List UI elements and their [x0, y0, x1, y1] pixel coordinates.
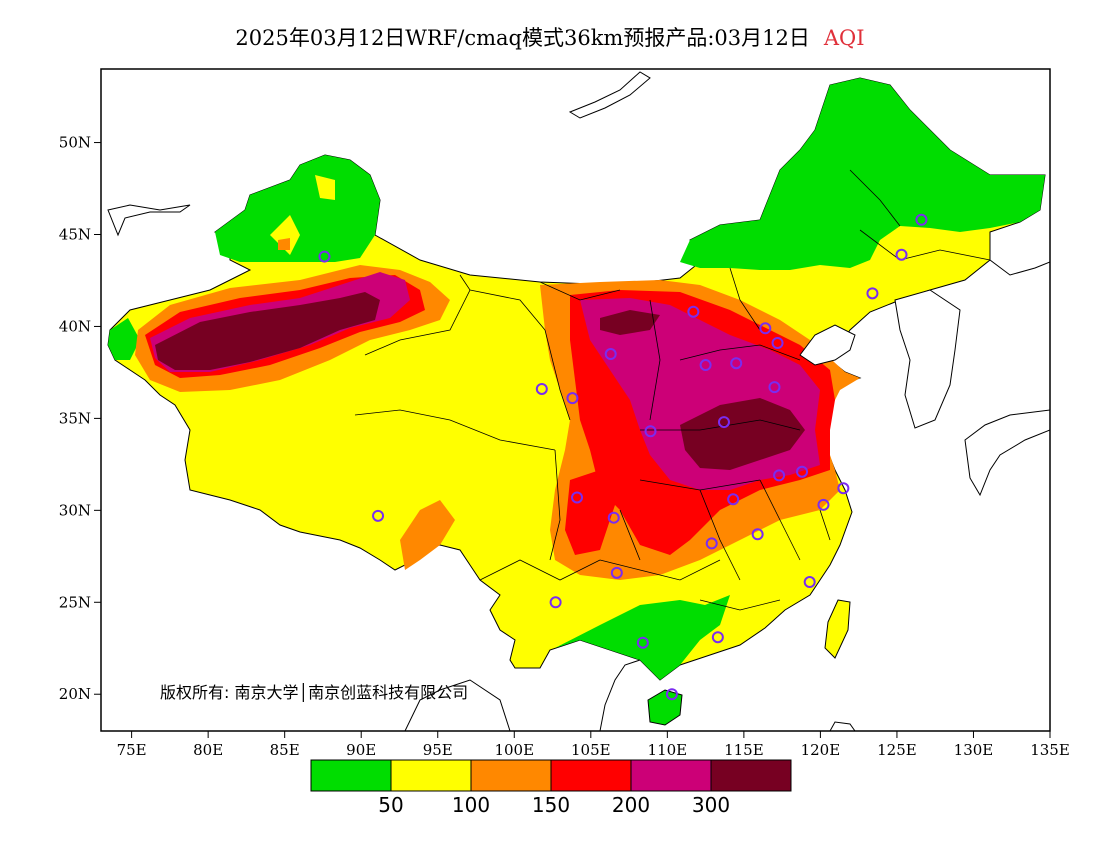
korea-peninsula [894, 289, 961, 429]
lon-tick-label: 120E [801, 741, 841, 759]
city-marker [566, 392, 579, 405]
copyright-text: 版权所有: 南京大学│南京创蓝科技有限公司 [160, 682, 468, 702]
city-marker [727, 493, 740, 506]
legend-label: 100 [452, 793, 490, 817]
map-frame [100, 68, 1051, 732]
legend-label: 300 [692, 793, 730, 817]
lon-tick-label: 135E [1030, 741, 1070, 759]
city-marker [687, 305, 700, 318]
city-marker [730, 357, 743, 370]
city-marker [665, 688, 678, 701]
city-marker [535, 382, 548, 395]
aqi-good-dzungaria [215, 155, 380, 262]
lake-baikal [568, 71, 651, 119]
lon-tick-label: 105E [571, 741, 611, 759]
city-marker [837, 482, 850, 495]
aqi-sensitive-patch [278, 238, 290, 250]
aqi-hazardous-central [680, 398, 805, 470]
lat-tick-label: 20N [59, 685, 91, 703]
lat-tick-label: 25N [59, 593, 91, 611]
city-marker [644, 425, 657, 438]
lat-tick-label: 45N [59, 226, 91, 244]
lat-tick-label: 30N [59, 501, 91, 519]
lat-tick-label: 40N [59, 317, 91, 335]
latitude-axis: 20N 25N 30N 35N 40N 45N 50N [59, 134, 101, 703]
aqi-moderate-patch [315, 175, 335, 200]
lon-tick-label: 80E [193, 741, 223, 759]
lat-tick-label: 50N [59, 134, 91, 152]
city-marker [571, 491, 584, 504]
legend-swatch [550, 759, 632, 792]
city-markers [318, 213, 928, 701]
city-marker [717, 416, 730, 429]
philippines-coast [829, 721, 856, 731]
title-text: 2025年03月12日WRF/cmaq模式36km预报产品:03月12日 [235, 26, 810, 50]
city-marker [817, 498, 830, 511]
aqi-good-northeast [680, 78, 1045, 270]
lon-tick-label: 75E [117, 741, 147, 759]
bohai-sea [799, 324, 856, 366]
lon-tick-label: 125E [877, 741, 917, 759]
map-area: 版权所有: 南京大学│南京创蓝科技有限公司 [107, 71, 1050, 731]
legend-swatch [470, 759, 552, 792]
russia-coast [989, 259, 1050, 276]
city-marker [607, 511, 620, 524]
city-marker [372, 509, 385, 522]
aqi-unhealthy-sichuan [565, 470, 620, 555]
lon-tick-label: 130E [954, 741, 994, 759]
map-title: 2025年03月12日WRF/cmaq模式36km预报产品:03月12日 AQI [0, 22, 1100, 52]
city-marker [318, 250, 331, 263]
southeast-asia-coast [404, 679, 511, 731]
city-marker [866, 287, 879, 300]
city-marker [636, 636, 649, 649]
legend-label: 150 [532, 793, 570, 817]
city-marker [759, 322, 772, 335]
lon-tick-label: 115E [724, 741, 764, 759]
city-marker [751, 528, 764, 541]
city-marker [705, 537, 718, 550]
city-marker [796, 465, 809, 478]
city-marker [711, 631, 724, 644]
legend-label: 50 [378, 793, 403, 817]
aqi-good-west [108, 318, 140, 360]
legend-swatch [630, 759, 712, 792]
southeast-asia-coast [599, 659, 641, 731]
city-marker [773, 469, 786, 482]
lon-tick-label: 85E [270, 741, 300, 759]
balkhash-coast [107, 204, 191, 237]
legend-swatch [310, 759, 392, 792]
province-boundaries [354, 169, 991, 611]
city-marker [699, 359, 712, 372]
city-marker [895, 248, 908, 261]
aqi-sensitive-tibet [400, 500, 455, 570]
aqi-hazardous-north [600, 310, 660, 335]
lon-tick-label: 110E [648, 741, 688, 759]
japan-coast [964, 409, 1050, 497]
city-marker [610, 566, 623, 579]
aqi-moderate-taiwan [824, 599, 851, 659]
lon-tick-label: 95E [423, 741, 453, 759]
city-marker [549, 596, 562, 609]
lat-tick-label: 35N [59, 409, 91, 427]
aqi-moderate-patch [270, 215, 300, 255]
legend-swatch [710, 759, 792, 792]
city-marker [915, 213, 928, 226]
lon-tick-label: 90E [346, 741, 376, 759]
city-marker [768, 381, 781, 394]
legend-label: 200 [612, 793, 650, 817]
lon-tick-label: 100E [494, 741, 534, 759]
aqi-hazardous-tarim [155, 292, 380, 370]
legend-swatch [390, 759, 472, 792]
variable-label: AQI [823, 26, 865, 50]
city-marker [604, 348, 617, 361]
city-marker [771, 336, 784, 349]
longitude-axis: 75E 80E 85E 90E 95E 100E 105E 110E 115E 120E 125E 1… [117, 731, 1070, 759]
aqi-legend: 50 100 150 200 300 [310, 759, 792, 817]
city-marker [803, 576, 816, 589]
